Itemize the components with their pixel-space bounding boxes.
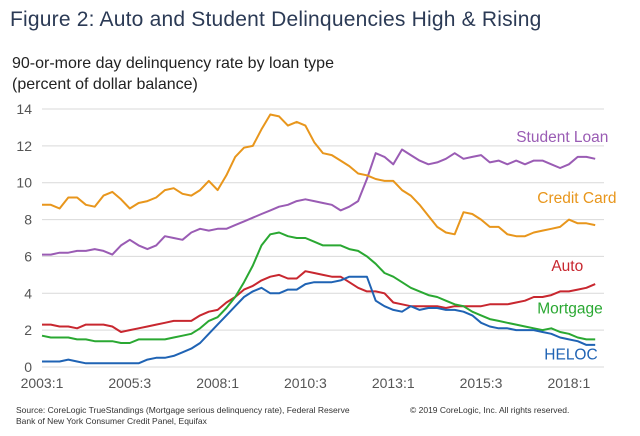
series-line-auto	[42, 270, 596, 333]
chart-subtitle-line1: 90-or-more day delinquency rate by loan …	[12, 55, 334, 72]
gridlines	[42, 108, 604, 368]
y-axis-ticks: 0 2 4 6 8 10 12 14	[16, 101, 32, 375]
series-lines	[41, 113, 596, 365]
y-tick-label: 10	[16, 175, 32, 191]
x-tick-label: 2003:1	[21, 375, 64, 391]
series-label-student-loan: Student Loan	[516, 129, 608, 146]
x-tick-label: 2018:1	[547, 375, 590, 391]
series-label-auto: Auto	[551, 258, 583, 275]
x-tick-label: 2015:3	[460, 375, 503, 391]
y-tick-label: 4	[24, 285, 32, 301]
series-label-heloc: HELOC	[544, 347, 597, 364]
y-tick-label: 2	[24, 322, 32, 338]
y-tick-label: 0	[24, 359, 32, 375]
series-line-mortgage	[41, 231, 596, 344]
y-tick-label: 14	[16, 101, 32, 117]
chart-subtitle-line2: (percent of dollar balance)	[12, 76, 198, 93]
source-note: Source: CoreLogic TrueStandings (Mortgag…	[16, 405, 350, 426]
series-label-credit-card: Credit Card	[537, 190, 616, 207]
x-axis-ticks: 2003:1 2005:3 2008:1 2010:3 2013:1 2015:3 2018…	[21, 375, 591, 391]
series-labels: Student Loan Credit Card Auto Mortgage HELOC	[516, 129, 616, 363]
y-tick-label: 6	[24, 248, 32, 264]
x-tick-label: 2005:3	[108, 375, 151, 391]
copyright-note: © 2019 CoreLogic, Inc. All rights reserv…	[410, 405, 570, 415]
series-line-student-loan	[42, 148, 596, 256]
figure-title: Figure 2: Auto and Student Delinquencies…	[10, 8, 542, 31]
line-chart: 0 2 4 6 8 10 12 14 2003:1 2005:3 2008:1 2010:3 2013…	[16, 101, 616, 391]
x-tick-label: 2010:3	[284, 375, 327, 391]
y-tick-label: 12	[16, 138, 32, 154]
series-line-heloc	[42, 275, 596, 365]
x-tick-label: 2013:1	[372, 375, 415, 391]
series-label-mortgage: Mortgage	[537, 301, 602, 318]
series-line-credit-card	[42, 113, 596, 238]
x-tick-label: 2008:1	[196, 375, 239, 391]
y-tick-label: 8	[24, 212, 32, 228]
